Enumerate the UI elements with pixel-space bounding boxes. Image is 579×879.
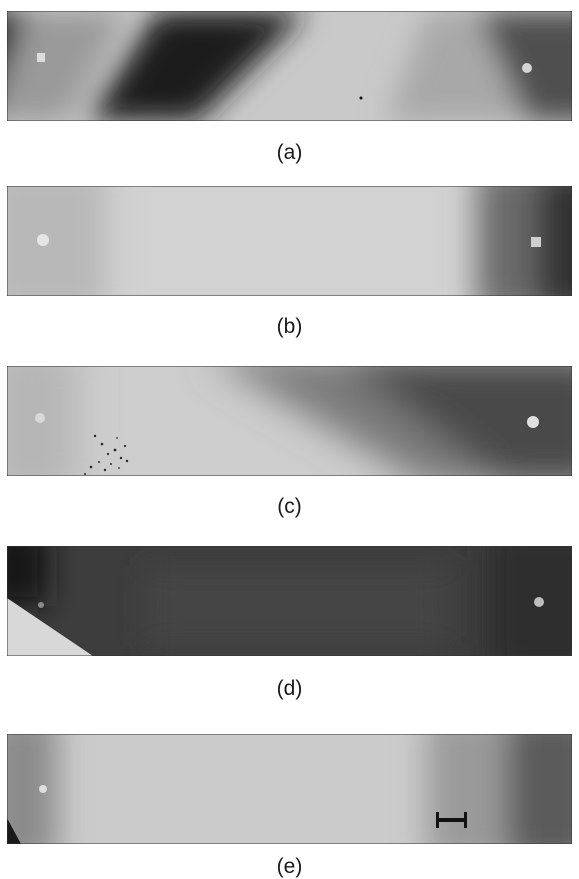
panel-d-caption: (d)	[276, 677, 303, 700]
scale-bar	[436, 812, 467, 828]
panel-d-image	[7, 546, 572, 656]
marker-dot	[531, 237, 541, 247]
panel-a-image	[7, 11, 572, 121]
marker-dot	[39, 785, 47, 793]
panel-c-image	[7, 366, 572, 476]
panel-a-caption: (a)	[276, 141, 303, 164]
panel-e-image	[7, 734, 572, 844]
scatter-marks	[84, 434, 129, 475]
panel-b-image	[7, 186, 572, 296]
light-corner-wedge	[7, 598, 93, 656]
marker-dot	[527, 416, 539, 428]
marker-dot	[38, 602, 44, 608]
panel-c-caption: (c)	[277, 495, 302, 518]
marker-dot	[522, 63, 532, 73]
panel-b-caption: (b)	[276, 315, 303, 338]
marker-dot	[37, 234, 49, 246]
marker-dot	[534, 597, 544, 607]
panel-e-caption: (e)	[276, 855, 303, 878]
marker-dot	[35, 413, 45, 423]
marker-dot	[37, 53, 45, 62]
